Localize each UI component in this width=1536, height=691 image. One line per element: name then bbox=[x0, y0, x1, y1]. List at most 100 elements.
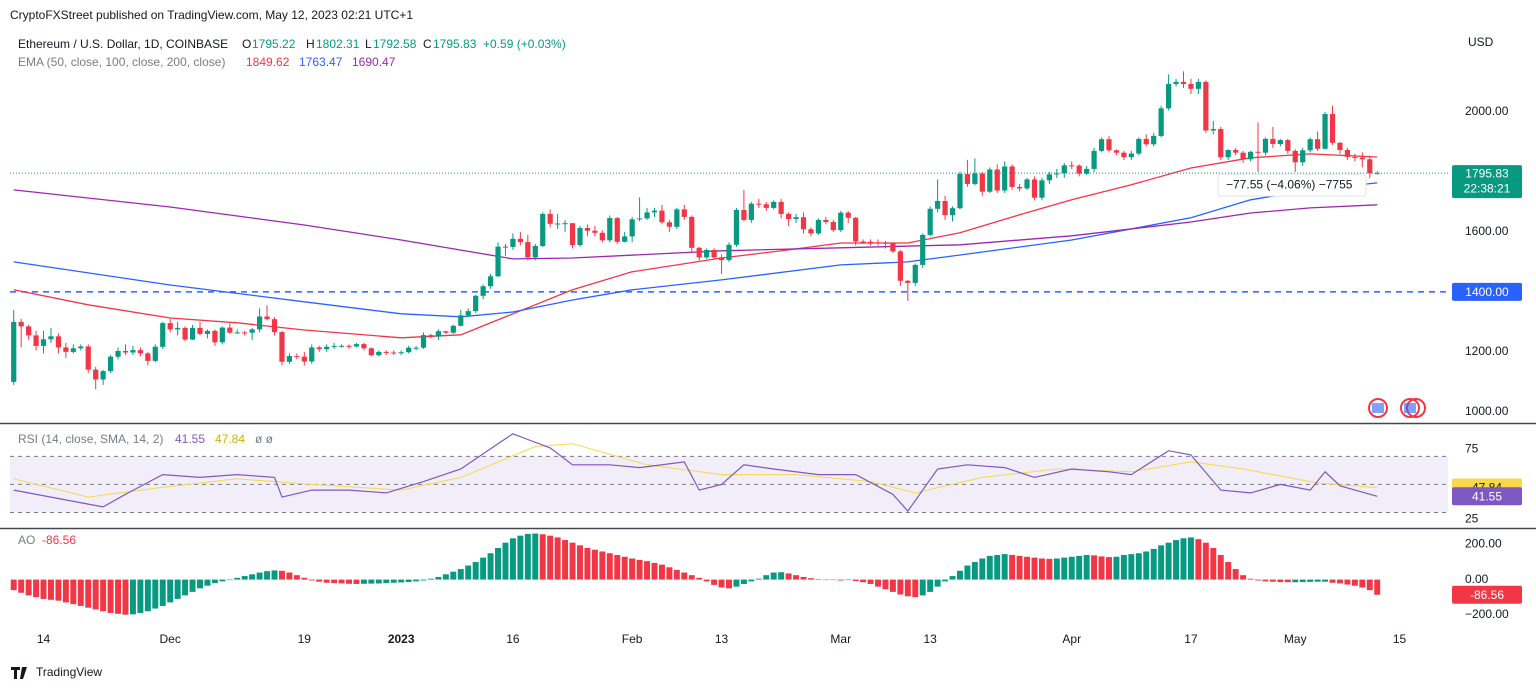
y-tick-label: 1600.00 bbox=[1465, 224, 1509, 238]
candle-body bbox=[793, 217, 799, 219]
ao-bar bbox=[629, 558, 636, 580]
ao-bar bbox=[815, 579, 822, 580]
candle-body bbox=[838, 212, 844, 231]
ao-bar bbox=[1076, 555, 1083, 580]
ao-bar bbox=[1187, 537, 1194, 580]
x-tick-label: May bbox=[1284, 632, 1307, 646]
rsi-badge: 41.55 bbox=[1472, 489, 1502, 503]
ao-bar bbox=[666, 567, 673, 580]
ohlc-label: H bbox=[306, 37, 315, 51]
ao-bar bbox=[390, 579, 397, 583]
candle-body bbox=[800, 217, 807, 230]
ao-bar bbox=[271, 570, 278, 580]
candle-body bbox=[376, 351, 382, 356]
candle-body bbox=[502, 246, 509, 248]
ao-bar bbox=[1046, 558, 1053, 580]
candle-body bbox=[681, 209, 687, 217]
candle-body bbox=[100, 371, 106, 380]
x-tick-label: 2023 bbox=[388, 632, 415, 646]
ao-bar bbox=[837, 579, 844, 581]
candle-body bbox=[480, 286, 486, 296]
ao-bar bbox=[249, 574, 256, 580]
candle-body bbox=[1031, 179, 1038, 198]
ao-bar bbox=[748, 579, 755, 582]
candle-body bbox=[1188, 84, 1194, 89]
ao-bar bbox=[62, 579, 69, 603]
ohlc-value: 1792.58 bbox=[373, 37, 417, 51]
ao-bar bbox=[1120, 554, 1127, 580]
candle-body bbox=[428, 335, 434, 337]
ao-bar bbox=[1292, 579, 1299, 583]
candle-body bbox=[577, 228, 583, 246]
ao-bar bbox=[1359, 579, 1366, 588]
ao-bar bbox=[1210, 547, 1217, 580]
ao-bar bbox=[278, 570, 285, 580]
ao-bar bbox=[517, 535, 524, 580]
candle-body bbox=[391, 352, 397, 354]
countdown: 22:38:21 bbox=[1464, 181, 1511, 195]
ao-bar bbox=[1344, 579, 1351, 585]
candle-body bbox=[1016, 186, 1023, 189]
candle-body bbox=[599, 232, 605, 241]
ao-bar bbox=[450, 571, 457, 580]
ao-bar bbox=[1247, 578, 1254, 580]
candle-body bbox=[55, 336, 62, 348]
x-tick-label: 13 bbox=[715, 632, 729, 646]
ao-bar bbox=[405, 579, 412, 583]
ao-bar bbox=[495, 547, 502, 580]
candle-body bbox=[443, 331, 449, 333]
candle-body bbox=[465, 311, 471, 316]
ohlc-label: C bbox=[423, 37, 432, 51]
candle-body bbox=[555, 223, 561, 225]
rsi-value: 41.55 bbox=[175, 432, 205, 446]
ao-bar bbox=[599, 551, 606, 580]
ao-bar bbox=[1180, 538, 1187, 580]
ao-bar bbox=[740, 579, 747, 584]
candle-body bbox=[845, 212, 851, 218]
candle-body bbox=[361, 344, 367, 349]
candle-body bbox=[912, 264, 918, 283]
candle-body bbox=[517, 238, 523, 243]
candle-body bbox=[1002, 166, 1008, 191]
ao-bar bbox=[1031, 557, 1038, 580]
ao-bar bbox=[696, 577, 703, 580]
candle-body bbox=[741, 210, 747, 220]
candle-body bbox=[435, 331, 442, 337]
ao-bar bbox=[137, 579, 144, 613]
candle-body bbox=[659, 210, 665, 223]
ao-bar bbox=[346, 579, 352, 584]
ao-bar bbox=[331, 579, 338, 584]
candle-body bbox=[242, 332, 248, 334]
ao-bar bbox=[338, 579, 345, 584]
ao-bar bbox=[621, 556, 628, 580]
candle-body bbox=[234, 332, 240, 334]
candle-body bbox=[935, 201, 941, 209]
x-tick-label: Feb bbox=[622, 632, 643, 646]
ao-bar bbox=[383, 579, 390, 584]
candle-body bbox=[733, 210, 740, 245]
ao-bar bbox=[718, 579, 725, 588]
candle-body bbox=[920, 234, 926, 265]
candle-body bbox=[316, 347, 322, 350]
ao-bar bbox=[1143, 551, 1150, 580]
ema-title: EMA (50, close, 100, close, 200, close) bbox=[18, 55, 225, 69]
ao-bar bbox=[92, 579, 99, 610]
ao-bar bbox=[979, 558, 986, 580]
ao-bar bbox=[1366, 579, 1373, 591]
candle-body bbox=[972, 173, 978, 184]
ao-bar bbox=[144, 579, 151, 612]
ao-bar bbox=[413, 579, 420, 582]
line bbox=[13, 153, 1378, 339]
candle-body bbox=[1061, 165, 1067, 174]
measure-box bbox=[1217, 173, 1367, 197]
event-flag-fill bbox=[1404, 403, 1416, 413]
ao-bar bbox=[547, 535, 554, 580]
candle-body bbox=[622, 236, 628, 242]
candle-body bbox=[294, 356, 300, 358]
ao-bar bbox=[1135, 553, 1142, 580]
candle-body bbox=[1315, 139, 1321, 149]
ao-bar bbox=[971, 562, 978, 580]
candle-body bbox=[1322, 114, 1328, 149]
ao-bar bbox=[562, 540, 569, 580]
